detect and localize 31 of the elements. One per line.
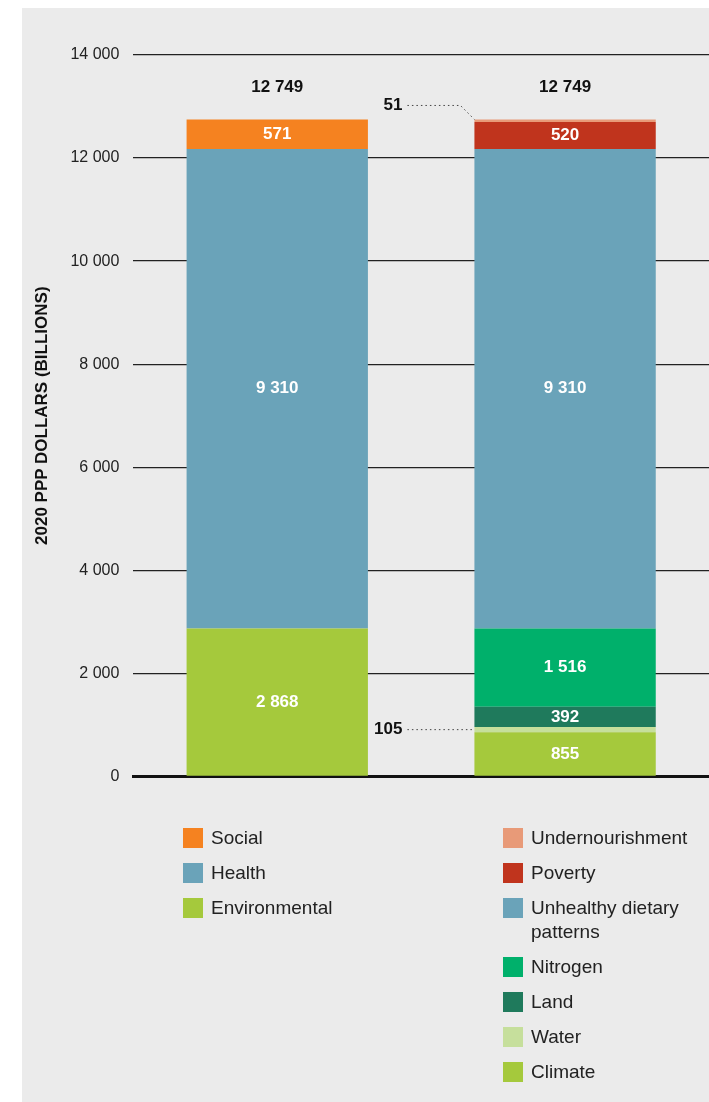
data-label: 855 xyxy=(550,743,580,763)
y-tick-label: 0 xyxy=(110,766,120,784)
data-label: 105 xyxy=(374,719,403,739)
y-tick-label: 10 000 xyxy=(70,251,120,269)
y-tick-label: 8 000 xyxy=(79,354,120,372)
data-label: 571 xyxy=(263,123,292,143)
y-tick-label: 2 000 xyxy=(79,663,120,681)
legend-label: Health xyxy=(211,861,266,885)
legend-label: Social xyxy=(211,826,263,850)
y-tick-label: 6 000 xyxy=(79,457,120,475)
data-label: 9 310 xyxy=(543,378,587,398)
y-tick-label: 4 000 xyxy=(79,560,120,578)
y-axis-title: 2020 PPP DOLLARS (BILLIONS) xyxy=(31,286,51,545)
legend-label: Water xyxy=(531,1025,581,1049)
y-tick-label: 14 000 xyxy=(70,45,120,63)
legend-label: Undernourishment xyxy=(531,826,688,850)
data-label: 520 xyxy=(550,125,580,145)
legend-label: Poverty xyxy=(531,861,596,885)
legend-label: Unhealthy dietary patterns xyxy=(531,896,680,944)
legend-label: Climate xyxy=(531,1060,596,1084)
legend-label: Nitrogen xyxy=(531,955,603,979)
data-label: 2 868 xyxy=(255,691,299,711)
data-label: 9 310 xyxy=(255,378,299,398)
total-label: 12 749 xyxy=(251,77,304,97)
data-label: 392 xyxy=(550,706,580,726)
legend-label: Environmental xyxy=(211,896,333,920)
y-tick-label: 12 000 xyxy=(70,148,120,166)
legend-label: Land xyxy=(531,990,574,1014)
data-label: 51 xyxy=(383,95,403,115)
total-label: 12 749 xyxy=(539,77,592,97)
data-label: 1 516 xyxy=(543,657,587,677)
